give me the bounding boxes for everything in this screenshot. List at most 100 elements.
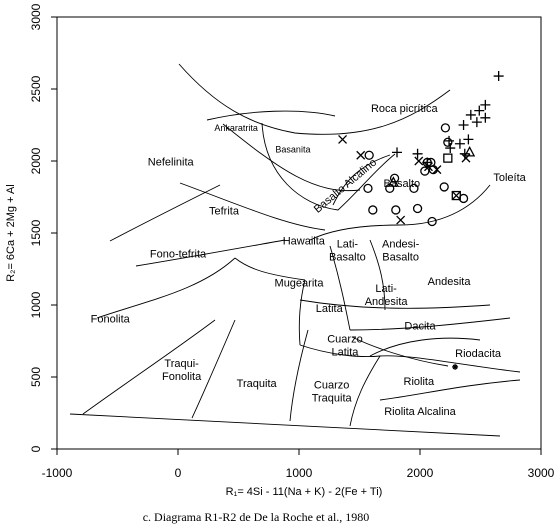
x-tick-label: -1000	[42, 466, 73, 480]
field-label-line: Lati-	[337, 238, 359, 250]
boundary-lati-basalto-andesi	[329, 245, 351, 331]
field-label-line: Lati-	[375, 283, 397, 295]
field-label-line: Andesita	[365, 296, 409, 308]
field-label-riodacita: Riodacita	[455, 348, 502, 360]
field-label-basalto: Basalto	[383, 178, 420, 190]
data-point-plus	[480, 99, 491, 110]
field-label-toleita: Toleíta	[493, 172, 526, 184]
field-label-line: Dacita	[404, 320, 436, 332]
boundary-traquita-right	[289, 329, 309, 422]
field-label-line: Riolita Alcalina	[384, 406, 456, 418]
data-point-x	[356, 150, 366, 160]
boundary-sub-alkaline-arc	[309, 184, 491, 241]
data-point-plus	[454, 138, 465, 149]
data-point-circle	[440, 123, 451, 133]
field-label-line: Andesi-	[382, 238, 420, 250]
field-label-line: Roca picrítica	[371, 103, 439, 115]
boundary-latita-cuarzo	[299, 344, 521, 373]
x-tick-label: 0	[175, 466, 182, 480]
data-point-circle	[422, 157, 432, 168]
field-label-line: Latita	[316, 303, 344, 315]
data-point-square	[443, 153, 453, 163]
field-label-line: Ankaratrita	[214, 123, 258, 133]
field-label-cuarzo-latita: Cuarzo Latita	[327, 333, 362, 358]
field-label-line: Cuarzo	[314, 380, 349, 392]
field-label-riolita-alcalina: Riolita Alcalina	[384, 406, 456, 418]
field-label-tefrita: Tefrita	[209, 205, 240, 217]
y-axis-title: R₂= 6Ca + 2Mg + Al	[5, 184, 17, 282]
field-label-basanita: Basanita	[275, 144, 310, 154]
data-point-circle	[428, 164, 438, 175]
field-label-ankaratrita: Ankaratrita	[214, 123, 258, 133]
data-point-plus	[480, 112, 491, 123]
field-label-andesi-basalto: Andesi-Basalto	[382, 238, 420, 263]
field-label-line: Andesita	[428, 276, 472, 288]
boundary-riolita-alcalina	[379, 379, 521, 401]
field-label-line: Traqui-	[164, 358, 199, 370]
data-point-x	[414, 156, 424, 166]
sample-points	[338, 71, 504, 370]
field-label-fono-tefrita: Fono-tefrita	[150, 248, 207, 260]
field-label-line: Latita	[332, 346, 360, 358]
boundary-andesite-curve	[349, 317, 511, 331]
y-tick-label: 0	[29, 445, 43, 452]
field-label-traquita: Traquita	[237, 378, 278, 390]
data-point-circle	[409, 183, 419, 194]
boundary-cuarzo-traquita	[349, 355, 381, 427]
field-label-line: Basalto Alcalino	[312, 157, 379, 216]
field-label-line: Fono-tefrita	[150, 248, 207, 260]
field-label-lati-basalto: Lati-Basalto	[329, 238, 366, 263]
boundary-basalto-upper	[332, 154, 391, 206]
figure-caption: c. Diagrama R1-R2 de De la Roche et al.,…	[143, 510, 370, 524]
x-axis-title: R₁= 4Si - 11(Na + K) - 2(Fe + Ti)	[226, 486, 383, 498]
field-labels: Roca picrítica Ankaratrita Basanita Nefelin…	[91, 103, 527, 418]
field-label-line: Basalto	[329, 251, 366, 263]
y-tick-label: 500	[29, 367, 43, 387]
data-point-triangle	[464, 145, 476, 157]
field-label-line: Nefelinita	[148, 156, 195, 168]
data-point-square	[451, 190, 461, 201]
y-tick-label: 2000	[29, 147, 43, 174]
y-axis-ticks: 0 500 1000 1500 2000 2500 3000	[29, 3, 57, 452]
data-point-plus	[463, 134, 474, 145]
data-point-triangle	[387, 176, 399, 187]
field-label-roca-picritica: Roca picrítica	[371, 103, 439, 115]
field-label-riolita: Riolita	[404, 376, 435, 388]
data-point-circle	[420, 166, 430, 176]
data-point-plus	[458, 120, 469, 130]
field-label-line: Hawaiita	[283, 236, 326, 248]
data-point-circle	[427, 216, 437, 227]
field-label-dacita: Dacita	[404, 320, 436, 332]
field-label-line: Fonolita	[162, 371, 202, 383]
field-label-line: Fonolita	[91, 313, 131, 325]
boundary-riolita-dacita	[369, 337, 481, 357]
boundary-inner-arc	[261, 122, 396, 211]
field-label-fonolita: Fonolita	[91, 313, 131, 325]
field-label-traqui-fonolita: Traqui-Fonolita	[162, 358, 202, 383]
data-point-x	[396, 215, 406, 225]
data-point-plus	[412, 148, 423, 159]
field-label-andesita: Andesita	[428, 276, 472, 288]
field-label-line: Basalto	[383, 178, 420, 190]
field-label-line: Basanita	[275, 144, 310, 154]
data-point-circle	[389, 173, 400, 183]
data-point-circle	[458, 193, 469, 204]
boundary-basanita-tefrita	[222, 123, 361, 192]
data-point-plus	[445, 143, 456, 154]
data-point-circle	[412, 203, 423, 214]
boundary-ankaratrita-upper	[206, 110, 336, 121]
data-point-circle	[368, 205, 378, 215]
data-point-plus	[465, 109, 476, 120]
data-point-circle	[364, 150, 374, 160]
field-label-line: Cuarzo	[327, 333, 362, 345]
data-point-plus	[444, 135, 455, 146]
field-label-nefelinita: Nefelinita	[148, 156, 195, 168]
data-point-plus	[493, 71, 504, 82]
plot-frame	[56, 16, 542, 450]
data-point-circle	[363, 183, 373, 194]
boundary-andesi-andesita	[369, 239, 386, 311]
data-point-plus	[471, 117, 482, 128]
x-tick-label: 3000	[528, 466, 555, 480]
field-label-line: Mugearita	[275, 277, 325, 289]
